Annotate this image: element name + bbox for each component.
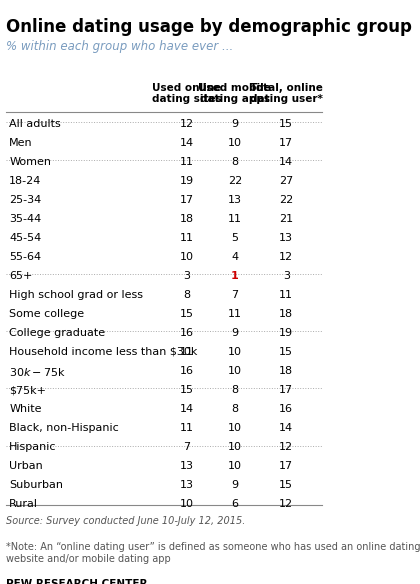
Text: 12: 12 <box>279 442 293 452</box>
Text: 10: 10 <box>179 499 194 509</box>
Text: 17: 17 <box>279 385 293 395</box>
Text: Men: Men <box>9 138 33 148</box>
Text: All adults: All adults <box>9 119 61 128</box>
Text: 8: 8 <box>231 157 238 166</box>
Text: Urban: Urban <box>9 461 43 471</box>
Text: 15: 15 <box>179 309 194 319</box>
Text: 11: 11 <box>179 233 194 243</box>
Text: 19: 19 <box>179 176 194 186</box>
Text: Online dating usage by demographic group: Online dating usage by demographic group <box>6 18 412 36</box>
Text: 1: 1 <box>231 271 239 281</box>
Text: 7: 7 <box>231 290 238 300</box>
Text: 13: 13 <box>179 461 194 471</box>
Text: 16: 16 <box>279 404 293 414</box>
Text: 10: 10 <box>228 347 242 357</box>
Text: 10: 10 <box>228 442 242 452</box>
Text: 22: 22 <box>279 194 294 204</box>
Text: 25-34: 25-34 <box>9 194 42 204</box>
Text: Total, online
dating user*: Total, online dating user* <box>250 82 323 104</box>
Text: Rural: Rural <box>9 499 38 509</box>
Text: 8: 8 <box>231 404 238 414</box>
Text: 10: 10 <box>228 461 242 471</box>
Text: 22: 22 <box>228 176 242 186</box>
Text: 15: 15 <box>179 385 194 395</box>
Text: 15: 15 <box>279 480 293 490</box>
Text: Source: Survey conducted June 10-July 12, 2015.: Source: Survey conducted June 10-July 12… <box>6 516 245 526</box>
Text: Used mobile
dating apps: Used mobile dating apps <box>198 82 271 104</box>
Text: 13: 13 <box>228 194 242 204</box>
Text: 3: 3 <box>183 271 190 281</box>
Text: 8: 8 <box>183 290 190 300</box>
Text: White: White <box>9 404 42 414</box>
Text: 8: 8 <box>231 385 238 395</box>
Text: 15: 15 <box>279 119 293 128</box>
Text: $30k-$75k: $30k-$75k <box>9 366 66 378</box>
Text: 55-64: 55-64 <box>9 252 41 262</box>
Text: 12: 12 <box>179 119 194 128</box>
Text: 16: 16 <box>179 328 194 338</box>
Text: Hispanic: Hispanic <box>9 442 57 452</box>
Text: 14: 14 <box>279 423 293 433</box>
Text: Household income less than $30k: Household income less than $30k <box>9 347 197 357</box>
Text: 18: 18 <box>279 366 293 376</box>
Text: Used online
dating sites: Used online dating sites <box>152 82 221 104</box>
Text: 17: 17 <box>279 138 293 148</box>
Text: 10: 10 <box>179 252 194 262</box>
Text: 18: 18 <box>179 214 194 224</box>
Text: % within each group who have ever ...: % within each group who have ever ... <box>6 40 233 53</box>
Text: 6: 6 <box>231 499 238 509</box>
Text: 17: 17 <box>279 461 293 471</box>
Text: 35-44: 35-44 <box>9 214 42 224</box>
Text: 14: 14 <box>179 404 194 414</box>
Text: 9: 9 <box>231 119 238 128</box>
Text: 11: 11 <box>179 423 194 433</box>
Text: 17: 17 <box>179 194 194 204</box>
Text: 16: 16 <box>179 366 194 376</box>
Text: 14: 14 <box>279 157 293 166</box>
Text: Some college: Some college <box>9 309 84 319</box>
Text: 18-24: 18-24 <box>9 176 42 186</box>
Text: 7: 7 <box>183 442 190 452</box>
Text: 13: 13 <box>179 480 194 490</box>
Text: 13: 13 <box>279 233 293 243</box>
Text: 11: 11 <box>179 347 194 357</box>
Text: $75k+: $75k+ <box>9 385 46 395</box>
Text: 19: 19 <box>279 328 293 338</box>
Text: 27: 27 <box>279 176 294 186</box>
Text: High school grad or less: High school grad or less <box>9 290 143 300</box>
Text: 10: 10 <box>228 138 242 148</box>
Text: 11: 11 <box>279 290 293 300</box>
Text: 12: 12 <box>279 252 293 262</box>
Text: 11: 11 <box>228 214 242 224</box>
Text: 21: 21 <box>279 214 293 224</box>
Text: 12: 12 <box>279 499 293 509</box>
Text: 9: 9 <box>231 480 238 490</box>
Text: 45-54: 45-54 <box>9 233 42 243</box>
Text: 14: 14 <box>179 138 194 148</box>
Text: Black, non-Hispanic: Black, non-Hispanic <box>9 423 119 433</box>
Text: 10: 10 <box>228 366 242 376</box>
Text: Suburban: Suburban <box>9 480 63 490</box>
Text: Women: Women <box>9 157 51 166</box>
Text: 3: 3 <box>283 271 290 281</box>
Text: 15: 15 <box>279 347 293 357</box>
Text: *Note: An “online dating user” is defined as someone who has used an online dati: *Note: An “online dating user” is define… <box>6 542 420 564</box>
Text: 4: 4 <box>231 252 238 262</box>
Text: 10: 10 <box>228 423 242 433</box>
Text: 11: 11 <box>228 309 242 319</box>
Text: College graduate: College graduate <box>9 328 105 338</box>
Text: 5: 5 <box>231 233 238 243</box>
Text: 18: 18 <box>279 309 293 319</box>
Text: 11: 11 <box>179 157 194 166</box>
Text: PEW RESEARCH CENTER: PEW RESEARCH CENTER <box>6 579 147 584</box>
Text: 65+: 65+ <box>9 271 33 281</box>
Text: 9: 9 <box>231 328 238 338</box>
